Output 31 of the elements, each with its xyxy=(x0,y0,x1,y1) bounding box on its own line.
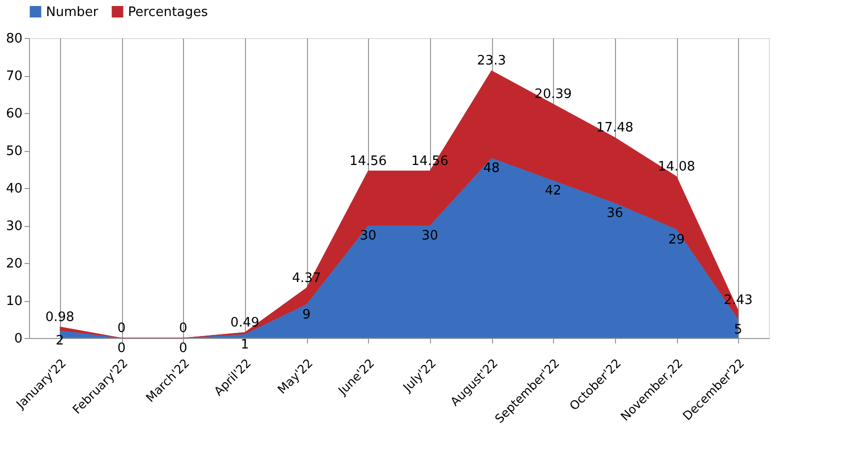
y-tick-label: 10 xyxy=(6,294,22,309)
data-label: 9 xyxy=(302,307,311,322)
data-label: 0 xyxy=(117,341,126,356)
y-tick-label: 20 xyxy=(6,256,22,272)
data-label: 14.56 xyxy=(350,154,387,169)
legend-label: Number xyxy=(46,4,99,20)
y-tick-label: 50 xyxy=(6,144,22,159)
data-label: 14.08 xyxy=(658,159,696,174)
data-label: 42 xyxy=(544,184,562,198)
data-label: 30 xyxy=(422,228,438,244)
y-tick-label: 0 xyxy=(14,332,22,346)
y-tick-label: 30 xyxy=(6,219,22,234)
data-label: 0 xyxy=(179,321,188,336)
data-label: 23.3 xyxy=(477,54,506,69)
data-label: 0 xyxy=(179,341,188,356)
y-tick-label: 80 xyxy=(6,32,22,46)
legend-label: Percentages xyxy=(128,4,208,20)
data-label: 2 xyxy=(56,334,64,348)
data-label: 20.39 xyxy=(534,87,572,102)
y-tick-label: 70 xyxy=(6,69,22,84)
data-label: 29 xyxy=(668,232,685,248)
data-label: 0 xyxy=(117,321,126,336)
data-label: 17.48 xyxy=(596,120,634,136)
data-label: 0.49 xyxy=(230,315,260,330)
data-label: 1 xyxy=(240,337,249,352)
data-label: 0.98 xyxy=(45,310,74,325)
y-tick-label: 40 xyxy=(6,182,22,196)
y-tick-label: 60 xyxy=(6,106,22,122)
data-label: 48 xyxy=(483,161,500,176)
data-label: 30 xyxy=(360,228,376,244)
data-label: 36 xyxy=(606,206,624,221)
